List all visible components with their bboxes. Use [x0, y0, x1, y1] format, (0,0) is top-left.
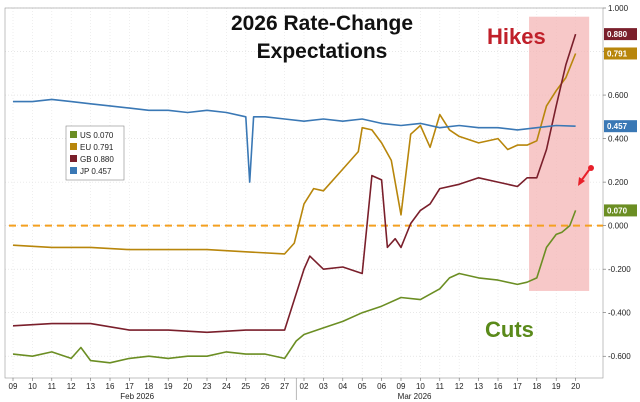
tag-bg-eu [604, 47, 637, 60]
x-tick-label: 11 [48, 382, 57, 391]
series-line-eu [12, 53, 577, 255]
legend-entry-us: US 0.070 [80, 131, 114, 140]
legend-entry-eu: EU 0.791 [80, 143, 114, 152]
arrow-shaft [580, 169, 590, 182]
tag-label-gb: 0.880 [607, 30, 628, 39]
legend-swatch-jp [70, 167, 77, 174]
x-tick-label: 02 [300, 382, 309, 391]
y-tick-label: 0.200 [608, 178, 629, 187]
legend-swatch-eu [70, 143, 77, 150]
month-label: Feb 2026 [120, 392, 154, 401]
x-tick-label: 17 [125, 382, 134, 391]
x-tick-label: 05 [358, 382, 367, 391]
legend: US 0.070 EU 0.791 GB 0.880 JP 0.457 [65, 125, 125, 181]
x-tick-label: 12 [67, 382, 76, 391]
x-tick-label: 12 [455, 382, 464, 391]
x-tick-label: 13 [474, 382, 483, 391]
annotation-cuts: Cuts [485, 317, 534, 342]
x-tick-label: 20 [571, 382, 580, 391]
tag-label-jp: 0.457 [607, 122, 628, 131]
legend-swatch-us [70, 131, 77, 138]
y-tick-label: -0.200 [608, 265, 631, 274]
red-arrow [578, 165, 594, 186]
annotation-hikes: Hikes [487, 24, 546, 49]
y-tick-label: 0.400 [608, 135, 629, 144]
legend-swatch-gb [70, 155, 77, 162]
x-tick-label: 09 [9, 382, 18, 391]
x-tick-label: 18 [144, 382, 153, 391]
x-axis-months: Feb 2026 Mar 2026 [120, 378, 432, 401]
y-tick-label: -0.400 [608, 309, 631, 318]
tag-label-us: 0.070 [607, 206, 628, 215]
tag-bg-us [604, 204, 637, 217]
x-tick-label: 20 [183, 382, 192, 391]
series-lines [12, 33, 577, 364]
chart-title-line-2: Expectations [257, 40, 388, 63]
arrow-head-dot [588, 165, 594, 171]
chart-title-line-1: 2026 Rate-Change [231, 12, 413, 35]
hikes-highlight-band [529, 16, 590, 291]
x-tick-label: 16 [494, 382, 503, 391]
x-tick-label: 27 [280, 382, 289, 391]
last-value-tags: 0.070 0.791 0.880 0.457 [604, 28, 637, 217]
x-tick-label: 19 [552, 382, 561, 391]
tag-bg-jp [604, 120, 637, 133]
y-tick-label: 0.600 [608, 91, 629, 100]
x-tick-label: 16 [106, 382, 115, 391]
x-tick-label: 19 [164, 382, 173, 391]
series-line-jp [13, 98, 576, 183]
legend-entry-gb: GB 0.880 [80, 155, 114, 164]
x-tick-label: 06 [377, 382, 386, 391]
y-tick-label: 1.000 [608, 4, 629, 13]
x-tick-label: 18 [532, 382, 541, 391]
x-tick-label: 10 [416, 382, 425, 391]
x-tick-label: 26 [261, 382, 270, 391]
x-tick-label: 17 [513, 382, 522, 391]
x-tick-label: 11 [436, 382, 445, 391]
x-tick-label: 03 [319, 382, 328, 391]
tag-bg-gb [604, 28, 637, 41]
arrow-tip [578, 177, 585, 186]
legend-entry-jp: JP 0.457 [80, 167, 112, 176]
x-tick-label: 24 [222, 382, 231, 391]
series-line-us [12, 210, 577, 364]
x-axis-ticks: 09 10 11 12 13 16 17 18 19 20 23 24 25 26 27 02 03 04 05 06… [9, 378, 581, 391]
series-line-gb [12, 33, 577, 334]
x-tick-label: 13 [86, 382, 95, 391]
y-tick-label: -0.600 [608, 352, 631, 361]
tag-label-eu: 0.791 [607, 49, 628, 58]
x-tick-label: 10 [28, 382, 37, 391]
x-tick-label: 09 [397, 382, 406, 391]
x-tick-label: 23 [203, 382, 212, 391]
month-label: Mar 2026 [398, 392, 432, 401]
x-tick-label: 25 [241, 382, 250, 391]
x-tick-label: 04 [338, 382, 347, 391]
y-tick-label: 0.000 [608, 222, 629, 231]
